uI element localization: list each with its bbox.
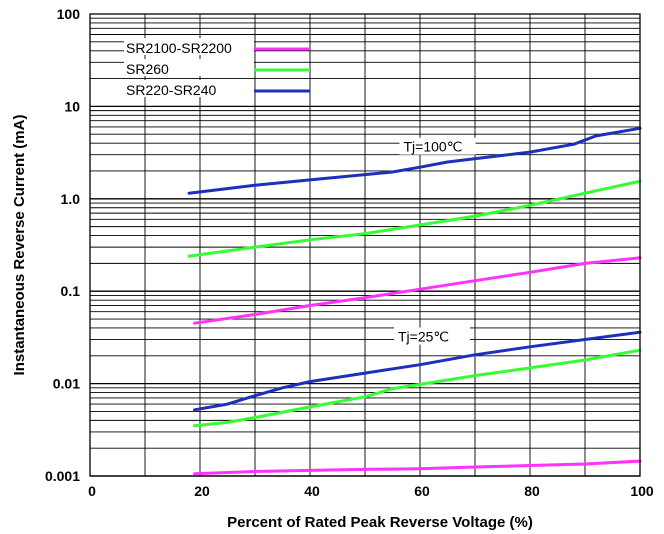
annotation-label: Tj=25℃ [398,329,449,345]
plot-frame [89,13,641,477]
x-tick-label: 0 [88,483,96,499]
x-tick-label: 60 [414,483,430,499]
y-tick-labels: 0.001 0.01 0.1 1.0 10 100 [45,6,80,484]
annotation-bg [394,327,470,345]
x-tick-label: 80 [524,483,540,499]
legend-label: SR2100-SR2200 [126,40,232,56]
series-sr260-tj100 [187,179,642,258]
x-axis-label: Percent of Rated Peak Reverse Voltage (%… [227,514,533,531]
x-tick-label: 40 [304,483,320,499]
legend-label: SR260 [126,61,169,77]
legend: SR2100-SR2200 SR260 SR220-SR240 [124,38,310,98]
annotation-bg [399,137,476,155]
y-tick-label: 100 [57,6,81,22]
legend-label-bg [124,59,254,76]
x-tick-label: 100 [630,483,654,499]
series-sr2100-sr2200-tj25 [193,459,642,476]
legend-label-bg [124,80,254,97]
y-tick-label: 0.001 [45,468,80,484]
series-sr220-sr240-tj25 [193,330,642,412]
grid [90,14,640,477]
y-tick-label: 0.1 [61,283,81,299]
annotation-label: Tj=100℃ [404,139,463,155]
series-lines [187,126,642,476]
series-sr220-sr240-tj100 [187,126,642,195]
y-tick-label: 1.0 [61,191,81,207]
x-tick-labels: 0 20 40 60 80 100 [88,483,654,499]
legend-label: SR220-SR240 [126,82,216,98]
series-sr2100-sr2200-tj100 [193,256,642,325]
y-axis-label: Instantaneous Reverse Current (mA) [11,115,28,376]
y-tick-label: 0.01 [53,376,80,392]
legend-label-bg [124,38,254,55]
series-sr260-tj25 [193,348,642,428]
annotations: Tj=100℃ Tj=25℃ [394,137,476,345]
x-tick-label: 20 [194,483,210,499]
y-tick-label: 10 [64,98,80,114]
